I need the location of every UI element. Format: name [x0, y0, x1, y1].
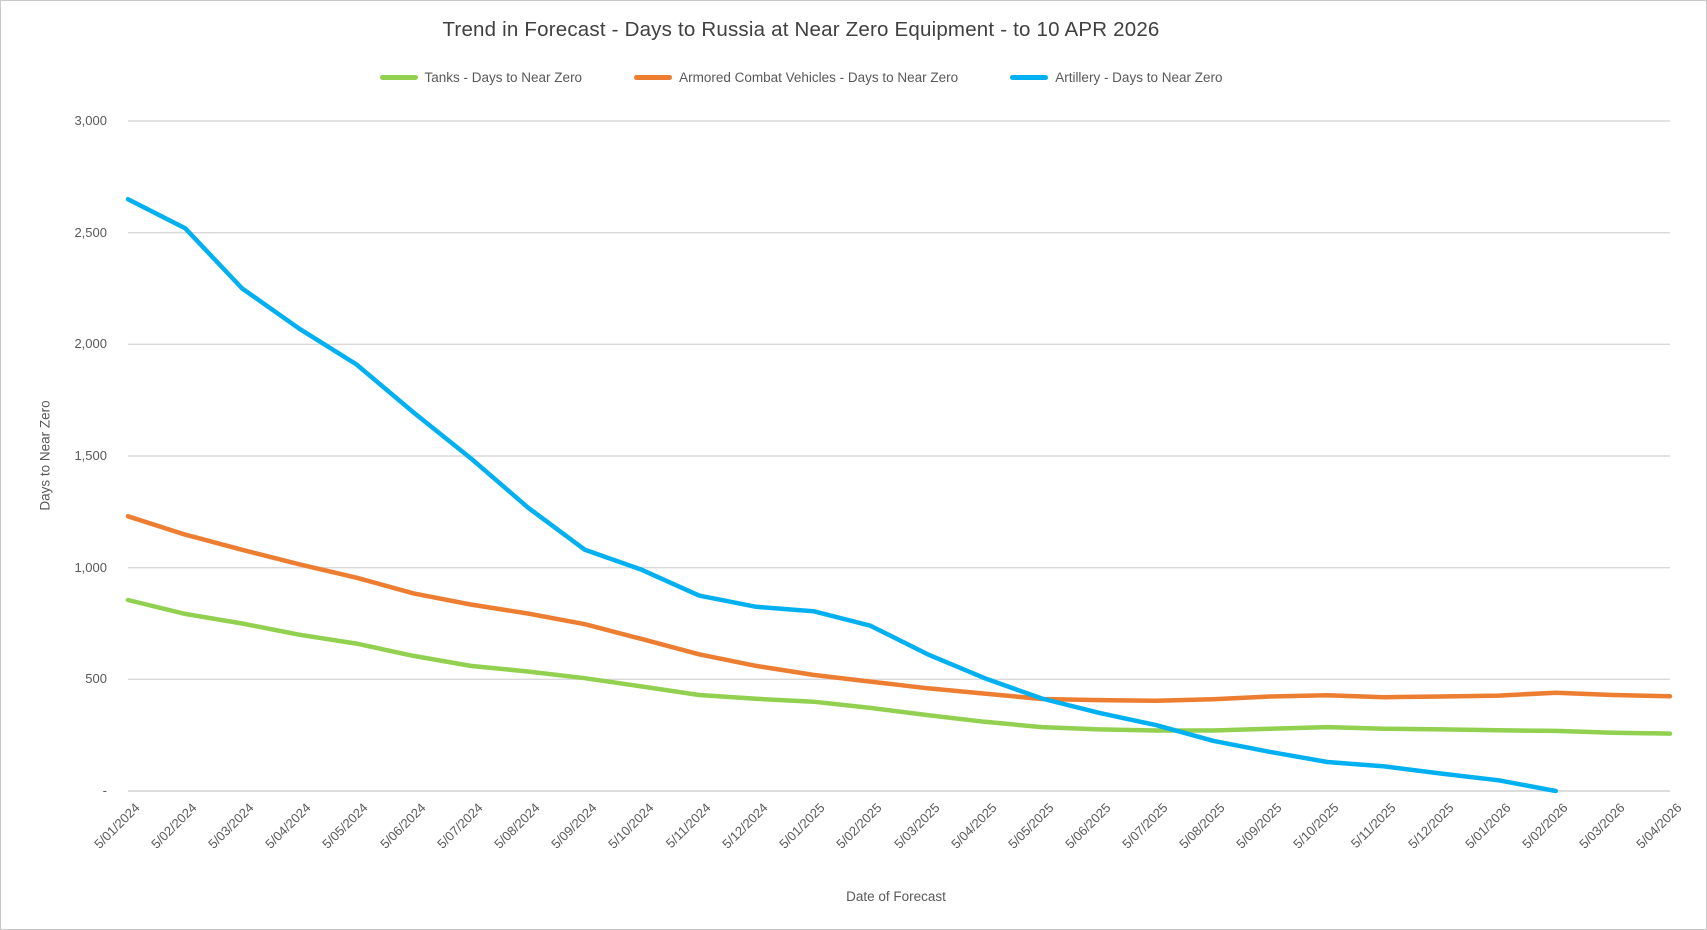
y-axis-tick-label: 2,500	[74, 224, 107, 240]
series-line-artillery	[125, 196, 1559, 794]
x-axis-title: Date of Forecast	[846, 889, 946, 904]
y-axis-tick-label: 3,000	[74, 113, 107, 128]
legend-swatch-icon	[379, 75, 418, 80]
y-axis-tick-label: 1,000	[74, 559, 107, 575]
legend-label: Tanks - Days to Near Zero	[424, 70, 583, 85]
series-line-armored	[125, 514, 1673, 704]
legend-item: Artillery - Days to Near Zero	[1010, 70, 1222, 85]
legend-label: Armored Combat Vehicles - Days to Near Z…	[679, 70, 959, 85]
y-axis-tick-label: 500	[85, 671, 107, 687]
y-axis-tick-label: 1,500	[74, 448, 107, 463]
legend-swatch-icon	[634, 75, 673, 80]
series-line-tanks	[125, 597, 1673, 736]
legend: Tanks - Days to Near Zero Armored Combat …	[1, 70, 1601, 85]
y-axis-tick-label: 2,000	[74, 336, 107, 352]
legend-label: Artillery - Days to Near Zero	[1055, 70, 1223, 85]
y-axis-tick-label: -	[102, 783, 107, 798]
legend-swatch-icon	[1010, 75, 1049, 80]
y-axis-title: Days to Near Zero	[37, 400, 53, 511]
legend-item: Armored Combat Vehicles - Days to Near Z…	[634, 70, 958, 85]
legend-item: Tanks - Days to Near Zero	[379, 70, 583, 85]
chart-title: Trend in Forecast - Days to Russia at Ne…	[442, 18, 1160, 41]
